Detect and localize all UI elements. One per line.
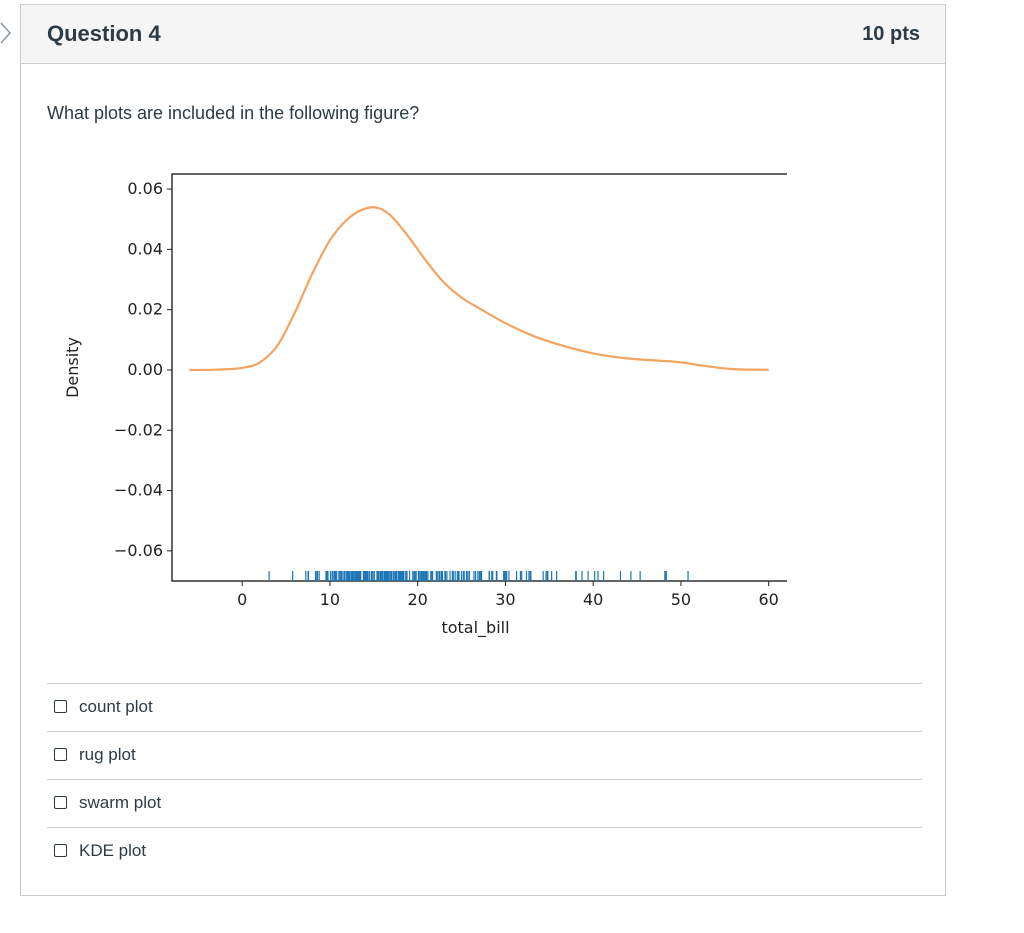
y-tick-label: −0.04 xyxy=(114,481,163,500)
answer-label: rug plot xyxy=(79,745,136,764)
checkbox[interactable] xyxy=(54,748,67,761)
kde-rug-figure: 0.06 0.04 0.02 0.00 −0.02 −0.04 −0.06 0 10 20 30 40… xyxy=(47,165,787,655)
answer-label: swarm plot xyxy=(79,793,162,812)
y-tick-label: 0.06 xyxy=(127,179,163,198)
x-tick-label: 20 xyxy=(408,590,428,609)
y-tick-label: 0.04 xyxy=(127,239,163,258)
x-tick-label: 40 xyxy=(583,590,603,609)
question-card: Question 4 10 pts What plots are include… xyxy=(20,4,946,896)
x-tick-label: 10 xyxy=(320,590,340,609)
question-header: Question 4 10 pts xyxy=(21,5,945,64)
answer-option[interactable]: swarm plot xyxy=(47,779,922,827)
checkbox[interactable] xyxy=(54,844,67,857)
answer-option[interactable]: rug plot xyxy=(47,731,922,779)
y-tick-label: −0.02 xyxy=(114,420,163,439)
y-tick-label: 0.00 xyxy=(127,360,163,379)
answer-label: count plot xyxy=(79,697,153,716)
y-tick-label: 0.02 xyxy=(127,300,163,319)
x-tick-label: 50 xyxy=(671,590,691,609)
chart-svg: 0.06 0.04 0.02 0.00 −0.02 −0.04 −0.06 0 10 20 30 40… xyxy=(63,173,787,638)
chevron-right-icon[interactable] xyxy=(0,22,12,44)
plot-frame xyxy=(171,173,787,582)
answer-label: KDE plot xyxy=(79,841,147,860)
answer-option[interactable]: KDE plot xyxy=(47,827,922,875)
question-text: What plots are included in the following… xyxy=(47,103,420,123)
question-points: 10 pts xyxy=(862,23,920,45)
checkbox[interactable] xyxy=(54,796,67,809)
y-tick-label: −0.06 xyxy=(114,541,163,560)
y-axis-label: Density xyxy=(63,337,82,398)
x-tick-label: 0 xyxy=(237,590,247,609)
checkbox[interactable] xyxy=(54,700,67,713)
kde-curve xyxy=(189,206,769,372)
x-axis-label: total_bill xyxy=(441,618,509,638)
question-title: Question 4 xyxy=(47,21,161,46)
x-tick-label: 30 xyxy=(495,590,515,609)
answer-option[interactable]: count plot xyxy=(47,683,922,731)
x-tick-label: 60 xyxy=(758,590,778,609)
answer-list: count plot rug plot swarm plot KDE plot xyxy=(47,683,922,875)
